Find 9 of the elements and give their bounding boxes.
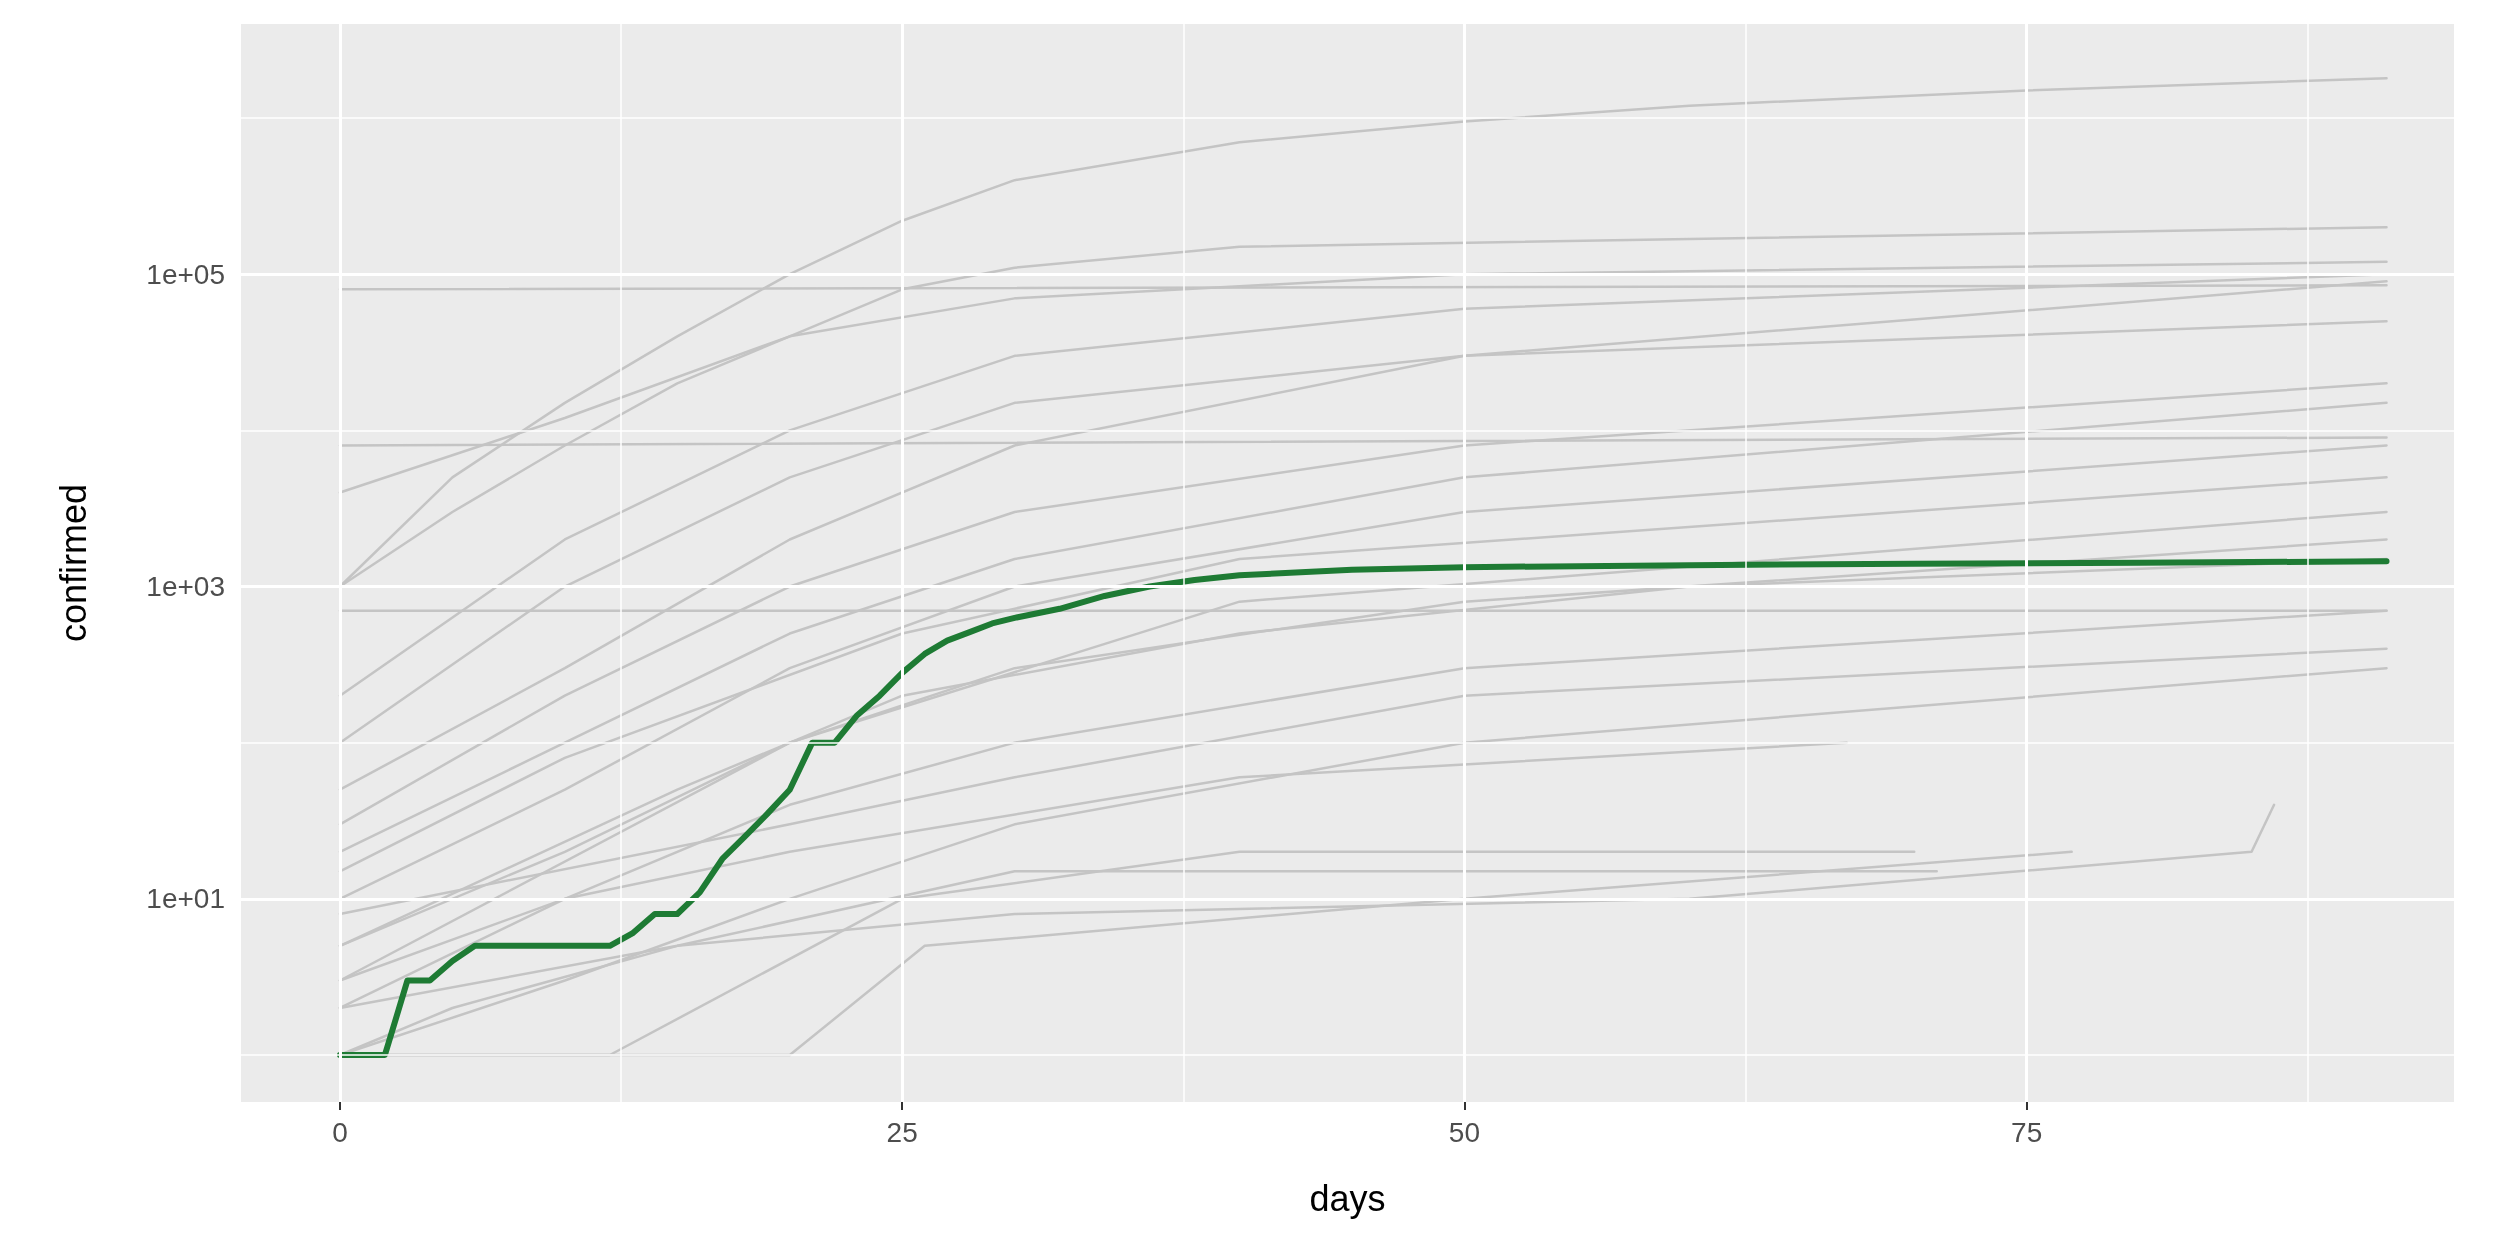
- x-axis-title: days: [1309, 1177, 1386, 1219]
- x-tick-label: 75: [2011, 1116, 2043, 1148]
- x-tick-label: 0: [332, 1116, 348, 1148]
- y-axis-title: confirmed: [52, 483, 94, 643]
- y-tick-label: 1e+05: [146, 258, 225, 290]
- y-tick-label: 1e+01: [146, 883, 225, 915]
- x-tick-label: 25: [886, 1116, 918, 1148]
- x-tick-label: 50: [1448, 1116, 1481, 1148]
- y-tick-label: 1e+03: [146, 571, 225, 602]
